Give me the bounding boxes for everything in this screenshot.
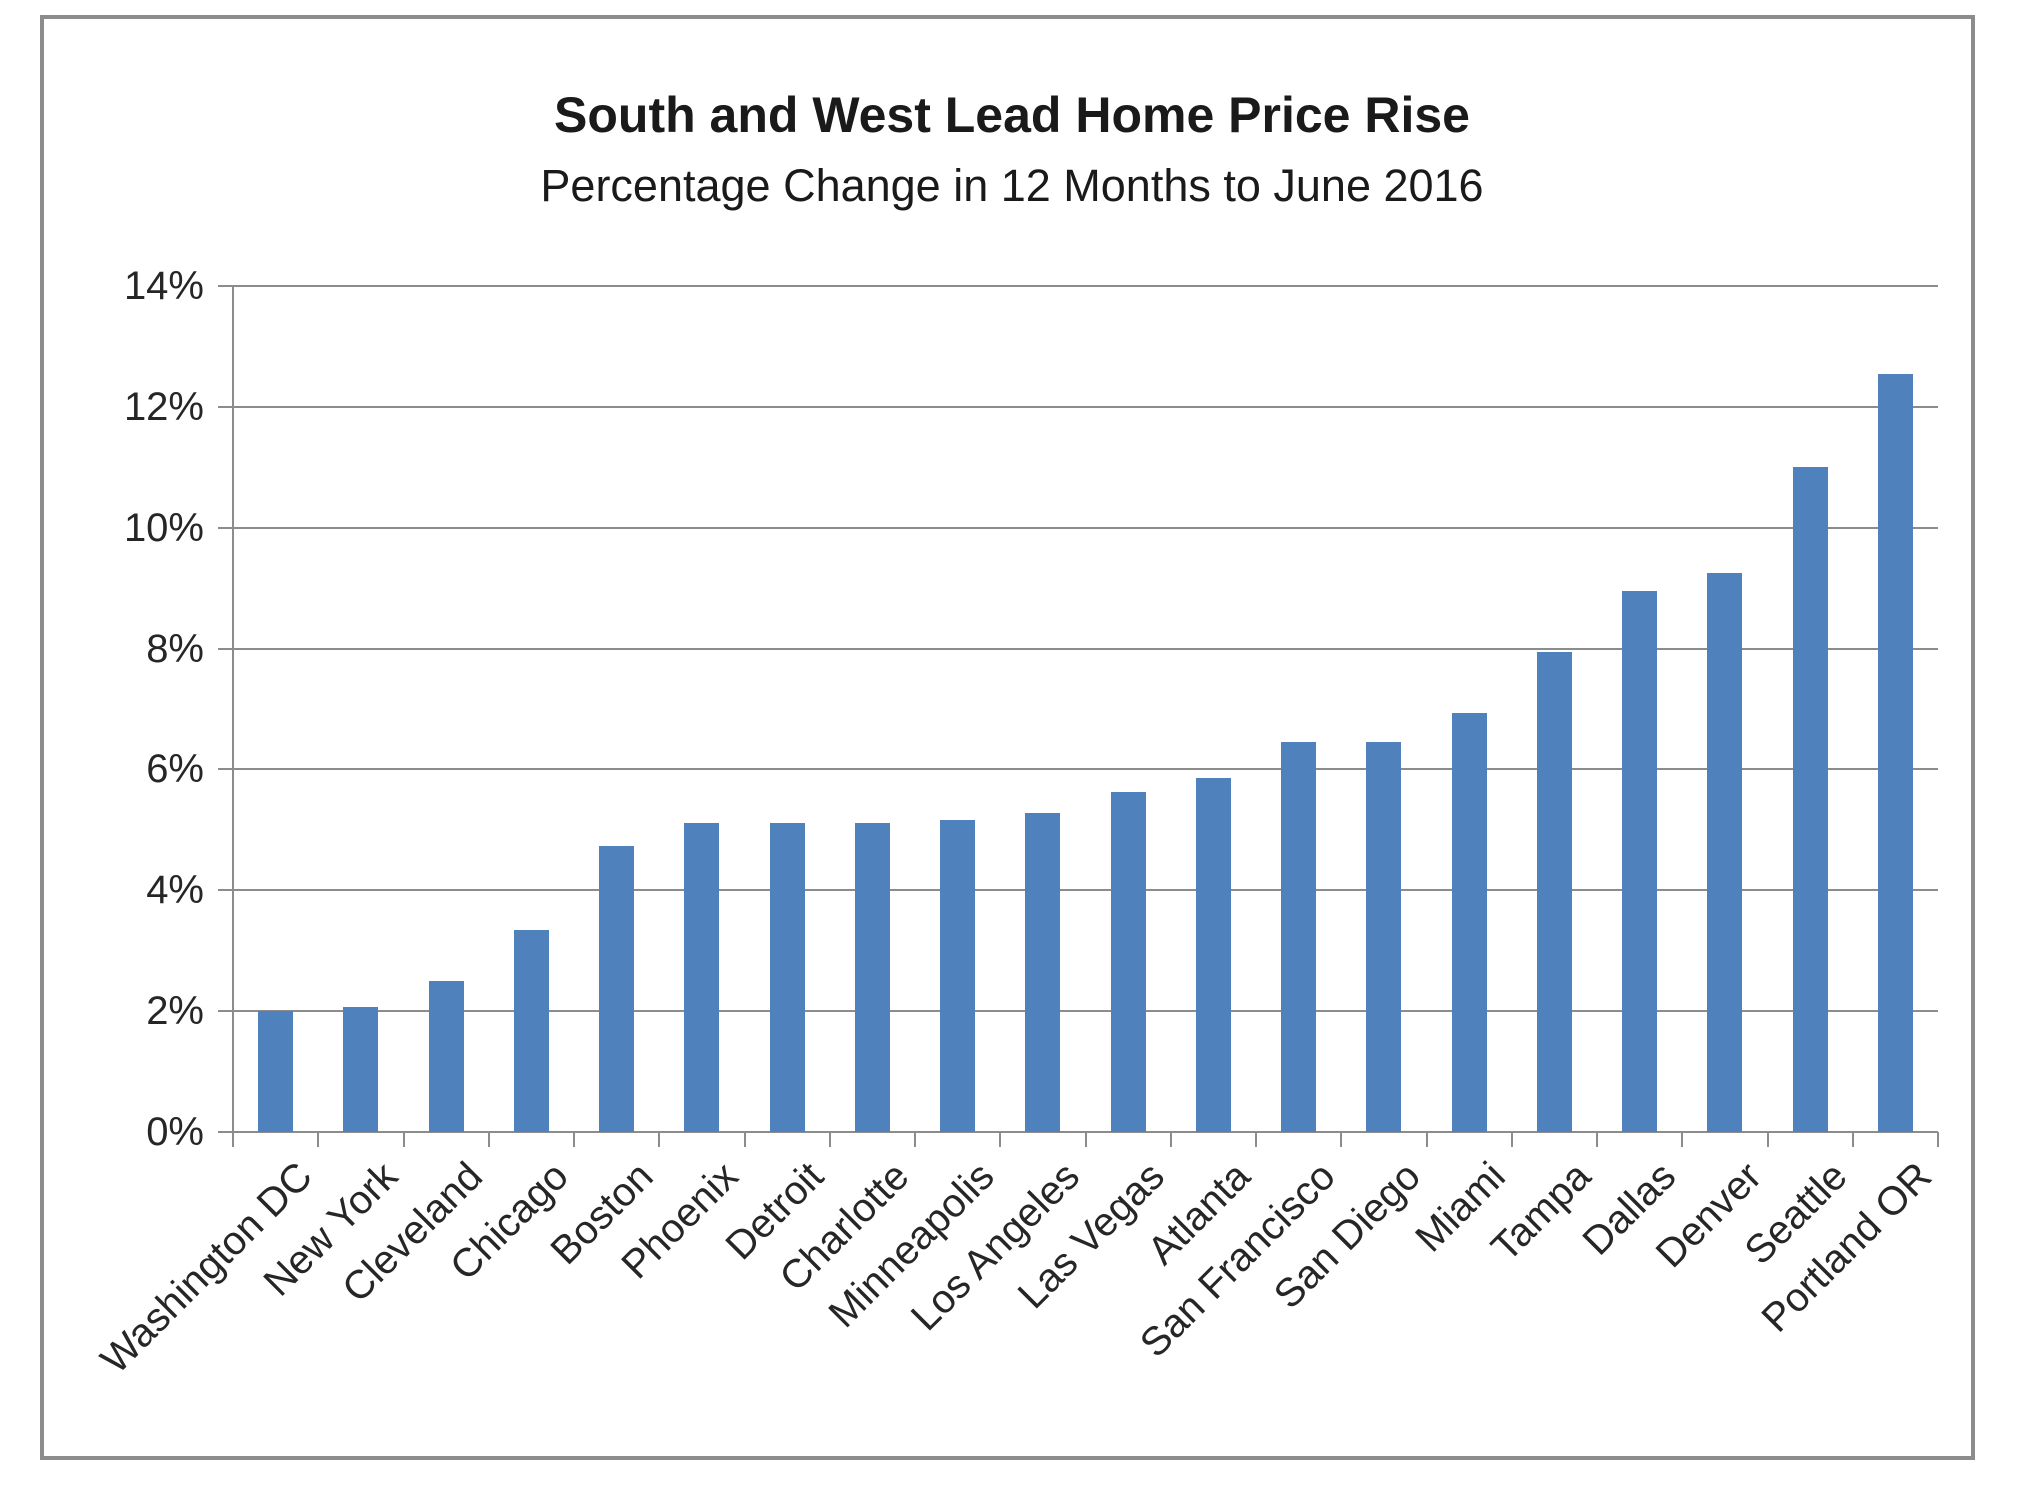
y-axis-tick-label: 0%: [146, 1110, 204, 1154]
bar-washington-dc: [258, 1011, 294, 1132]
bar-san-francisco: [1281, 742, 1317, 1132]
gridline-4pct: [218, 889, 1938, 892]
x-axis-tick: [743, 1132, 746, 1147]
x-axis-tick: [573, 1132, 575, 1147]
x-axis-tick: [232, 1132, 234, 1147]
x-axis-tick: [828, 1132, 831, 1147]
x-axis-tick: [1510, 1132, 1513, 1147]
x-axis-tick: [317, 1132, 320, 1147]
gridline-10pct: [218, 526, 1938, 529]
x-axis-tick: [1937, 1132, 1939, 1147]
y-axis-tick-label: 12%: [123, 384, 204, 429]
x-axis-tick: [1169, 1132, 1172, 1147]
bar-atlanta: [1195, 778, 1231, 1132]
x-axis-baseline: [218, 1131, 1938, 1133]
y-axis-tick-label: 2%: [146, 989, 204, 1034]
gridline-8pct: [218, 647, 1938, 650]
gridline-2pct: [218, 1010, 1938, 1013]
bar-los-angeles: [1025, 812, 1061, 1132]
bar-san-diego: [1366, 742, 1402, 1132]
gridline-12pct: [218, 405, 1938, 408]
bar-tampa: [1536, 651, 1572, 1132]
bar-seattle: [1792, 467, 1828, 1132]
x-axis-tick: [1766, 1132, 1769, 1147]
bar-chicago: [513, 929, 549, 1132]
x-axis-tick: [914, 1132, 916, 1147]
bar-dallas: [1622, 591, 1658, 1132]
x-axis-tick: [1425, 1132, 1428, 1147]
bar-charlotte: [854, 822, 890, 1132]
x-axis-tick: [1340, 1132, 1343, 1147]
x-axis-tick: [1596, 1132, 1598, 1147]
bar-denver: [1707, 573, 1743, 1132]
gridline-14pct: [218, 285, 1938, 287]
bar-minneapolis: [940, 820, 976, 1132]
gridline-6pct: [218, 768, 1938, 771]
bar-portland-or: [1877, 373, 1913, 1132]
bar-boston: [599, 846, 635, 1132]
bar-new-york: [343, 1006, 379, 1132]
x-axis-tick: [999, 1132, 1002, 1147]
x-axis-tick: [487, 1132, 490, 1147]
x-axis-tick: [1084, 1132, 1087, 1147]
x-axis-tick: [1255, 1132, 1257, 1147]
bar-las-vegas: [1110, 791, 1146, 1132]
bar-detroit: [769, 822, 805, 1132]
y-axis-tick-label: 8%: [146, 626, 204, 671]
x-axis-tick: [402, 1132, 405, 1147]
y-axis-tick-label: 4%: [146, 868, 204, 913]
x-axis-tick: [1851, 1132, 1854, 1147]
bar-phoenix: [684, 822, 720, 1132]
bar-cleveland: [428, 980, 464, 1132]
chart-subtitle: Percentage Change in 12 Months to June 2…: [540, 160, 1484, 211]
y-axis-line: [232, 286, 234, 1132]
bar-miami: [1451, 713, 1487, 1132]
y-axis-tick-label: 10%: [123, 505, 204, 550]
x-axis-tick: [1681, 1132, 1684, 1147]
y-axis-tick-label: 14%: [123, 264, 204, 308]
y-axis-tick-label: 6%: [146, 747, 204, 792]
x-axis-tick: [658, 1132, 661, 1147]
chart-title: South and West Lead Home Price Rise: [554, 87, 1470, 143]
